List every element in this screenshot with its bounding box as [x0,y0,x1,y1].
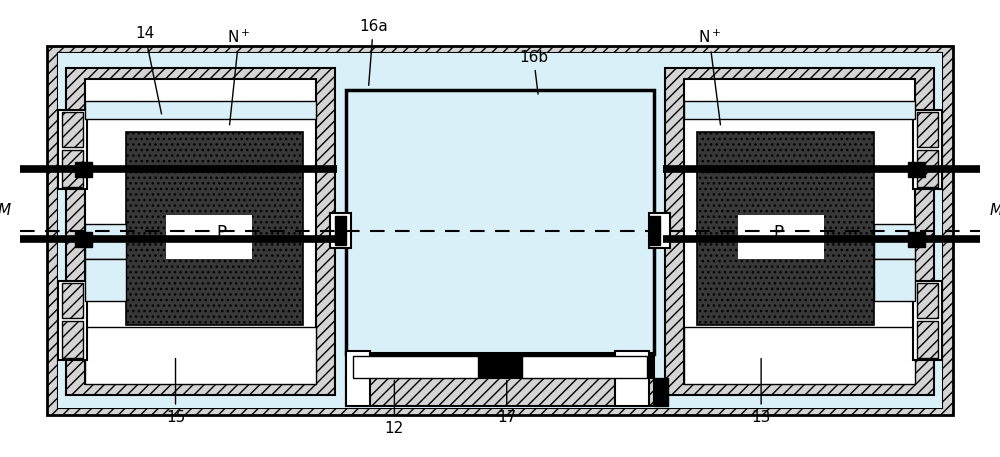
Bar [62,321,83,358]
Bar [913,281,942,360]
Text: 15: 15 [166,358,185,425]
Text: M: M [0,203,10,218]
Bar [917,283,938,319]
Bar [908,232,925,247]
Bar [58,110,87,189]
Bar [62,283,83,319]
Bar [85,101,316,119]
Bar [615,351,649,406]
Bar [58,281,87,360]
Bar [58,53,942,409]
Bar [913,110,942,189]
Text: N$^+$: N$^+$ [698,29,721,125]
Bar [874,224,915,259]
Text: 16a: 16a [359,19,388,85]
Bar [917,321,938,358]
Bar [47,47,953,415]
Bar [346,90,654,354]
Bar [62,149,83,187]
Bar [353,356,478,377]
Bar [85,259,126,301]
Bar [665,69,934,395]
Text: 17: 17 [497,380,516,425]
Bar [522,356,647,377]
Bar [166,215,252,259]
Bar [85,80,316,384]
Bar [346,351,370,406]
Text: P: P [773,224,783,242]
Bar [908,162,925,177]
Bar [684,327,915,384]
Bar [684,80,915,384]
Text: 16b: 16b [519,50,548,94]
Bar [62,112,83,147]
Bar [697,132,874,325]
Text: N$^+$: N$^+$ [227,29,251,125]
Text: 13: 13 [751,358,771,425]
Text: P: P [217,224,227,242]
Bar [346,377,654,406]
Bar [738,215,824,259]
Text: 12: 12 [385,380,404,436]
Bar [58,53,942,409]
Bar [335,216,346,245]
Bar [649,213,670,248]
Bar [85,224,126,259]
Bar [684,101,915,119]
Bar [654,377,668,406]
Bar [330,213,351,248]
Text: M: M [990,203,1000,218]
Bar [126,132,303,325]
Bar [346,353,654,380]
Bar [66,69,335,395]
Bar [874,259,915,301]
Bar [649,216,660,245]
Bar [917,112,938,147]
Bar [75,162,92,177]
Bar [75,232,92,247]
Text: 14: 14 [135,26,162,114]
Bar [85,327,316,384]
Bar [917,149,938,187]
